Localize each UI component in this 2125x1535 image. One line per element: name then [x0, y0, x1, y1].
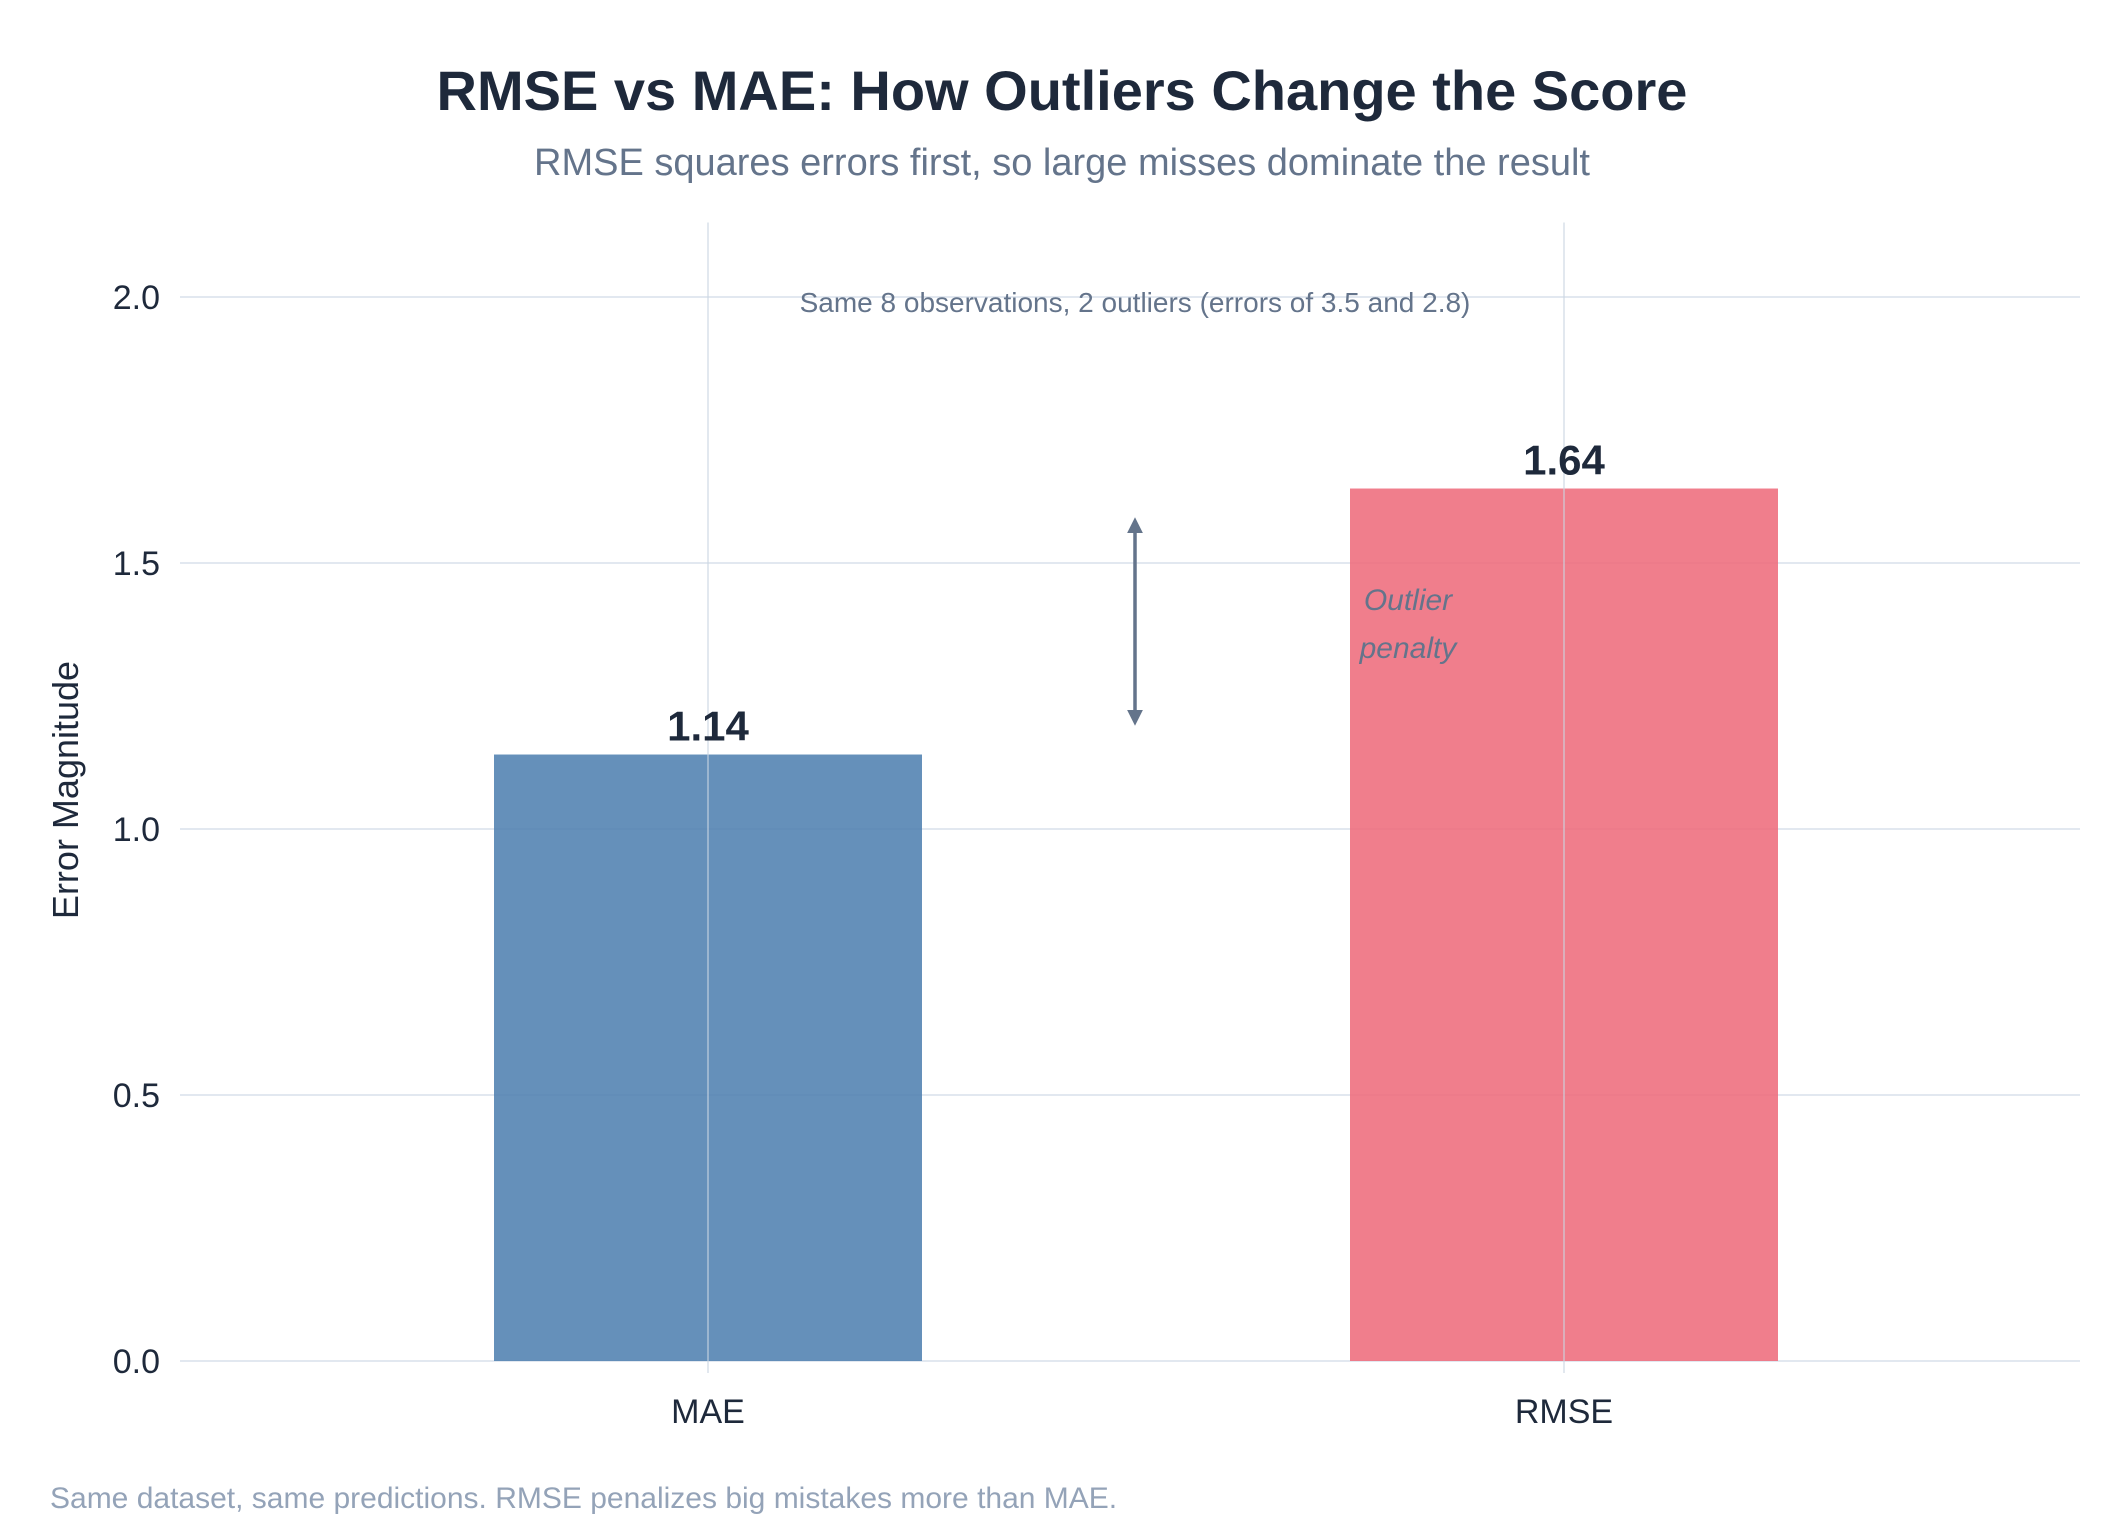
vertical-grid	[707, 222, 1565, 1373]
chart-subtitle: RMSE squares errors first, so large miss…	[534, 142, 1590, 184]
grid	[180, 296, 2080, 1362]
y-tick-label: 1.0	[113, 811, 160, 849]
y-tick-label: 2.0	[113, 279, 160, 317]
penalty-label-line-1: Outlier	[1364, 584, 1453, 617]
value-label-rmse: 1.64	[1523, 437, 1605, 484]
value-label-mae: 1.14	[667, 703, 749, 750]
footnote: Same dataset, same predictions. RMSE pen…	[50, 1482, 1117, 1515]
x-axis-ticks: MAE RMSE	[671, 1393, 1613, 1431]
x-tick-label-mae: MAE	[671, 1393, 745, 1431]
y-axis-label: Error Magnitude	[45, 661, 86, 919]
annotation-top: Same 8 observations, 2 outliers (errors …	[800, 287, 1471, 318]
penalty-label-line-2: penalty	[1359, 632, 1459, 665]
value-labels: 1.14 1.64	[667, 437, 1605, 750]
y-tick-label: 0.5	[113, 1077, 160, 1115]
y-tick-label: 0.0	[113, 1343, 160, 1381]
y-axis-ticks: 0.0 0.5 1.0 1.5 2.0	[113, 279, 160, 1381]
chart-title: RMSE vs MAE: How Outliers Change the Sco…	[437, 59, 1688, 122]
x-tick-label-rmse: RMSE	[1515, 1393, 1613, 1431]
y-tick-label: 1.5	[113, 545, 160, 583]
